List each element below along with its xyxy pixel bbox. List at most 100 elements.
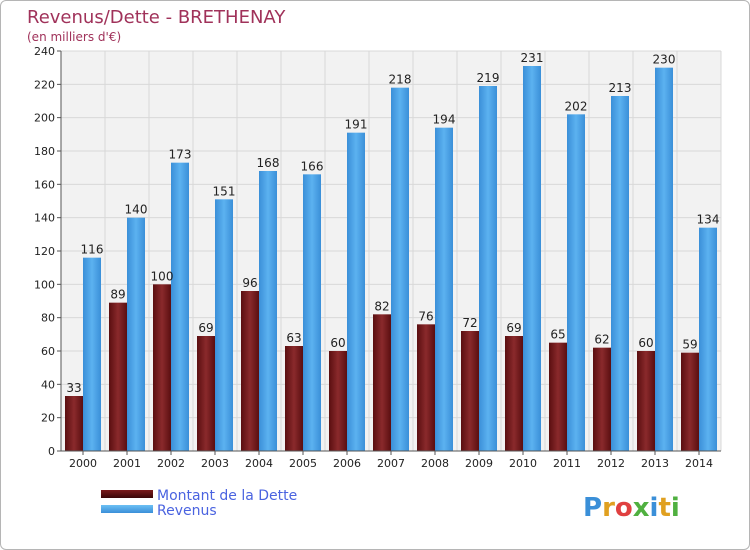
bar-revenus-2000 xyxy=(83,257,101,451)
data-label-dette-2011: 65 xyxy=(550,328,565,342)
bar-revenus-2011 xyxy=(567,114,585,451)
data-label-dette-2001: 89 xyxy=(110,288,125,302)
bars xyxy=(65,66,717,452)
y-tick-label: 20 xyxy=(41,412,55,425)
bar-revenus-2008 xyxy=(435,127,453,452)
legend: Montant de la Dette Revenus xyxy=(101,488,297,519)
x-tick-label-2004: 2004 xyxy=(245,457,273,470)
bar-dette-2010 xyxy=(505,336,523,451)
chart-title: Revenus/Dette - BRETHENAY xyxy=(27,7,286,28)
data-label-revenus-2013: 230 xyxy=(653,53,676,67)
y-tick-label: 240 xyxy=(34,45,55,58)
bar-revenus-2012 xyxy=(611,96,629,451)
data-label-revenus-2002: 173 xyxy=(169,148,192,162)
bar-revenus-2001 xyxy=(127,217,145,451)
data-label-revenus-2009: 219 xyxy=(477,71,500,85)
legend-label-dette: Montant de la Dette xyxy=(157,488,297,504)
x-tick-label-2008: 2008 xyxy=(421,457,449,470)
legend-swatch-dette xyxy=(101,490,153,498)
data-label-revenus-2010: 231 xyxy=(521,51,544,65)
y-tick-label: 160 xyxy=(34,178,55,191)
bar-dette-2000 xyxy=(65,396,83,451)
data-label-dette-2008: 76 xyxy=(418,309,433,323)
data-label-dette-2005: 63 xyxy=(286,331,301,345)
data-label-dette-2004: 96 xyxy=(242,276,257,290)
data-label-dette-2006: 60 xyxy=(330,336,345,350)
x-tick-label-2012: 2012 xyxy=(597,457,625,470)
bar-revenus-2005 xyxy=(303,174,321,452)
data-label-revenus-2012: 213 xyxy=(609,81,632,95)
bar-dette-2006 xyxy=(329,351,347,451)
data-label-revenus-2008: 194 xyxy=(433,113,456,127)
data-label-revenus-2007: 218 xyxy=(389,73,412,87)
bar-dette-2013 xyxy=(637,351,655,451)
y-tick-label: 60 xyxy=(41,345,55,358)
data-label-revenus-2014: 134 xyxy=(697,213,720,227)
data-label-dette-2009: 72 xyxy=(462,316,477,330)
bar-dette-2001 xyxy=(109,302,127,451)
x-tick-label-2011: 2011 xyxy=(553,457,581,470)
x-tick-label-2001: 2001 xyxy=(113,457,141,470)
bar-revenus-2006 xyxy=(347,132,365,451)
bar-dette-2003 xyxy=(197,336,215,451)
data-label-revenus-2005: 166 xyxy=(301,159,324,173)
x-tick-label-2000: 2000 xyxy=(69,457,97,470)
data-label-dette-2012: 62 xyxy=(594,333,609,347)
data-label-revenus-2000: 116 xyxy=(81,243,104,257)
bar-dette-2005 xyxy=(285,346,303,451)
bar-dette-2009 xyxy=(461,331,479,451)
data-label-revenus-2001: 140 xyxy=(125,203,148,217)
y-tick-label: 220 xyxy=(34,78,55,91)
y-tick-label: 180 xyxy=(34,145,55,158)
axes: 0 20 40 60 80 100 120 140 160 180 200 220 240 2000 200… xyxy=(34,45,721,470)
bar-dette-2011 xyxy=(549,342,567,451)
data-label-dette-2002: 100 xyxy=(151,269,174,283)
data-label-dette-2003: 69 xyxy=(198,321,213,335)
data-label-revenus-2003: 151 xyxy=(213,184,236,198)
bar-dette-2014 xyxy=(681,352,699,451)
y-tick-label: 80 xyxy=(41,312,55,325)
data-label-dette-2013: 60 xyxy=(638,336,653,350)
bar-revenus-2013 xyxy=(655,67,673,452)
data-labels: 33 116 89 140 100 173 69 151 96 168 63 166 60 191 82 21… xyxy=(66,51,719,395)
bar-dette-2007 xyxy=(373,314,391,451)
x-tick-label-2007: 2007 xyxy=(377,457,405,470)
bar-revenus-2002 xyxy=(171,162,189,451)
y-tick-label: 120 xyxy=(34,245,55,258)
bar-revenus-2010 xyxy=(523,66,541,451)
bar-revenus-2009 xyxy=(479,86,497,451)
legend-label-revenus: Revenus xyxy=(157,503,217,519)
data-label-dette-2010: 69 xyxy=(506,321,521,335)
x-tick-label-2005: 2005 xyxy=(289,457,317,470)
bar-revenus-2003 xyxy=(215,199,233,451)
x-tick-label-2013: 2013 xyxy=(641,457,669,470)
x-tick-label-2010: 2010 xyxy=(509,457,537,470)
y-tick-label: 200 xyxy=(34,112,55,125)
x-tick-label-2006: 2006 xyxy=(333,457,361,470)
bar-revenus-2014 xyxy=(699,227,717,451)
x-tick-label-2002: 2002 xyxy=(157,457,185,470)
data-label-dette-2014: 59 xyxy=(682,338,697,352)
y-tick-label: 100 xyxy=(34,278,55,291)
bar-dette-2012 xyxy=(593,347,611,451)
data-label-revenus-2006: 191 xyxy=(345,118,368,132)
bar-revenus-2004 xyxy=(259,171,277,451)
data-label-revenus-2004: 168 xyxy=(257,156,280,170)
data-label-dette-2000: 33 xyxy=(66,381,81,395)
legend-swatch-revenus xyxy=(101,505,153,513)
bar-dette-2008 xyxy=(417,324,435,451)
x-tick-label-2014: 2014 xyxy=(685,457,713,470)
y-tick-label: 0 xyxy=(48,445,55,458)
x-tick-label-2009: 2009 xyxy=(465,457,493,470)
y-tick-label: 40 xyxy=(41,378,55,391)
bar-dette-2002 xyxy=(153,284,171,451)
data-label-dette-2007: 82 xyxy=(374,299,389,313)
y-tick-label: 140 xyxy=(34,212,55,225)
chart-subtitle: (en milliers d'€) xyxy=(27,30,121,44)
data-label-revenus-2011: 202 xyxy=(565,99,588,113)
proxiti-logo: Proxiti xyxy=(583,493,680,523)
bar-dette-2004 xyxy=(241,291,259,451)
bar-revenus-2007 xyxy=(391,87,409,452)
